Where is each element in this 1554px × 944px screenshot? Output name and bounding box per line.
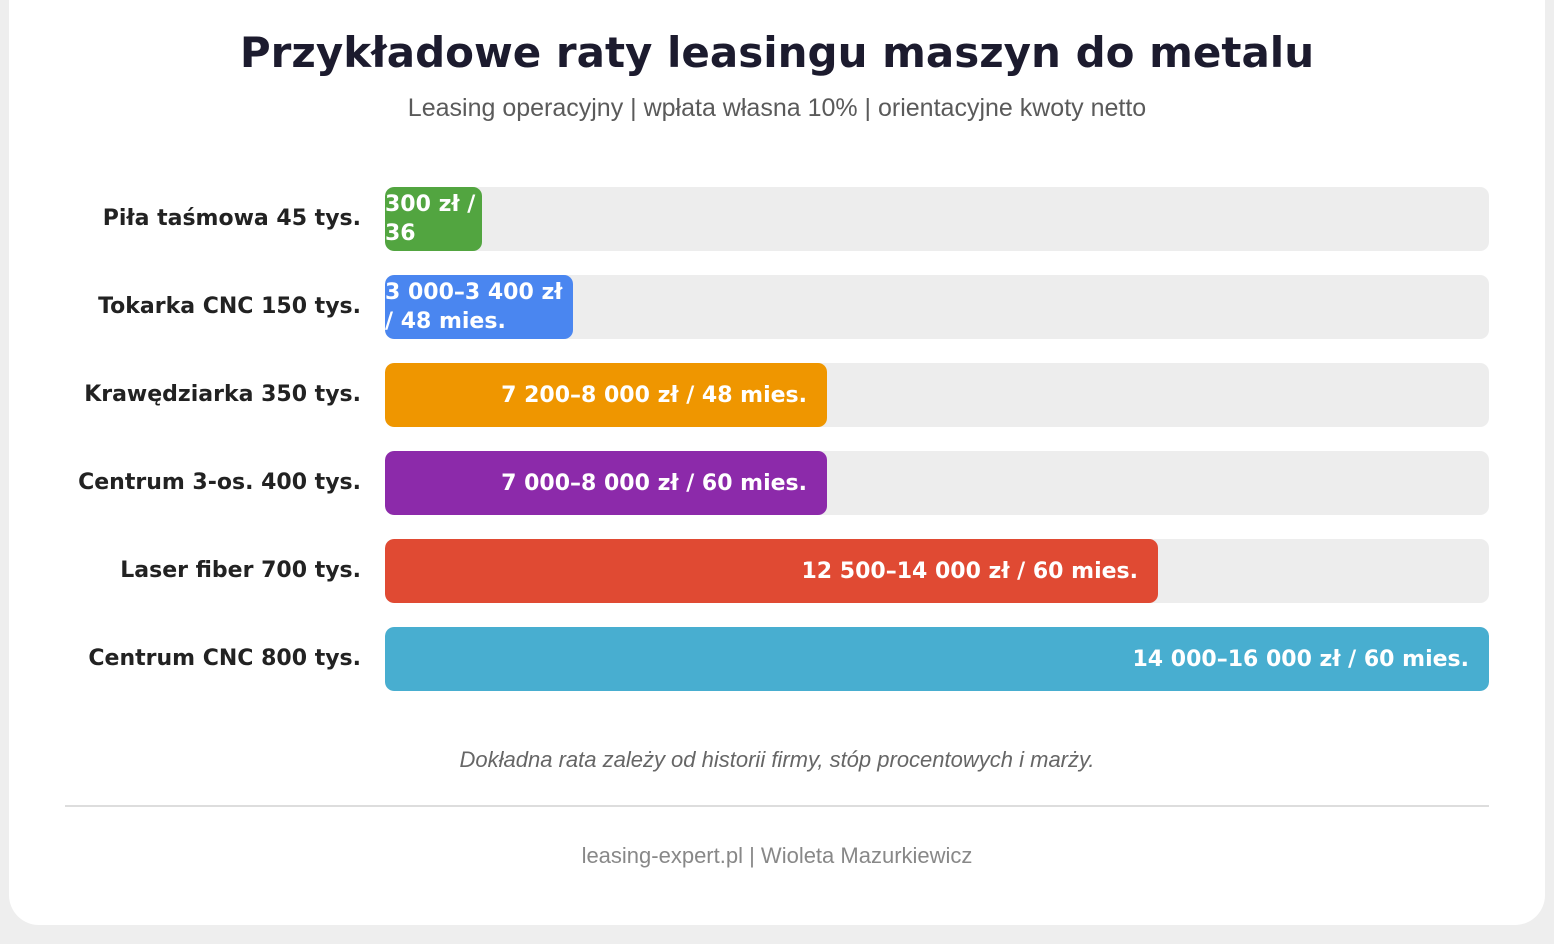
category-label: Piła taśmowa 45 tys.	[102, 206, 361, 231]
category-label: Tokarka CNC 150 tys.	[98, 294, 361, 319]
bar-track: 3 000–3 400 zł / 48 mies.	[385, 275, 1489, 339]
bar-track: 300 zł / 36	[385, 187, 1489, 251]
bar: 7 000–8 000 zł / 60 mies.	[385, 451, 827, 515]
bar-value-label: 3 000–3 400 zł / 48 mies.	[385, 280, 563, 334]
bar-row: Centrum CNC 800 tys. 14 000–16 000 zł / 6…	[0, 627, 1554, 691]
bar-row: Piła taśmowa 45 tys. 300 zł / 36	[0, 187, 1554, 251]
bar-row: Laser fiber 700 tys. 12 500–14 000 zł / 6…	[0, 539, 1554, 603]
bar-track: 14 000–16 000 zł / 60 mies.	[385, 627, 1489, 691]
bar: 12 500–14 000 zł / 60 mies.	[385, 539, 1158, 603]
divider	[65, 805, 1489, 807]
chart-title: Przykładowe raty leasingu maszyn do meta…	[239, 28, 1315, 77]
category-label: Centrum CNC 800 tys.	[88, 646, 361, 671]
bar-value-label: 12 500–14 000 zł / 60 mies.	[801, 558, 1139, 584]
bar: 14 000–16 000 zł / 60 mies.	[385, 627, 1489, 691]
bar-value-label: 14 000–16 000 zł / 60 mies.	[1132, 646, 1470, 672]
bar-row: Centrum 3-os. 400 tys. 7 000–8 000 zł / 6…	[0, 451, 1554, 515]
category-label: Laser fiber 700 tys.	[120, 558, 361, 583]
category-label: Krawędziarka 350 tys.	[84, 382, 361, 407]
chart-subtitle: Leasing operacyjny | wpłata własna 10% |…	[407, 94, 1147, 122]
bar-value-label: 7 200–8 000 zł / 48 mies.	[501, 382, 807, 408]
bar: 300 zł / 36	[385, 187, 482, 251]
chart-note: Dokładna rata zależy od historii firmy, …	[459, 747, 1095, 772]
bar-track: 7 200–8 000 zł / 48 mies.	[385, 363, 1489, 427]
bar-track: 12 500–14 000 zł / 60 mies.	[385, 539, 1489, 603]
bar: 3 000–3 400 zł / 48 mies.	[385, 275, 573, 339]
bar: 7 200–8 000 zł / 48 mies.	[385, 363, 827, 427]
footer-credit: leasing-expert.pl | Wioleta Mazurkiewicz	[581, 843, 973, 868]
category-label: Centrum 3-os. 400 tys.	[78, 470, 361, 495]
bar-value-label: 300 zł / 36	[385, 192, 476, 246]
bar-track: 7 000–8 000 zł / 60 mies.	[385, 451, 1489, 515]
bar-row: Krawędziarka 350 tys. 7 200–8 000 zł / 48…	[0, 363, 1554, 427]
bar-value-label: 7 000–8 000 zł / 60 mies.	[501, 470, 807, 496]
bar-row: Tokarka CNC 150 tys. 3 000–3 400 zł / 48 …	[0, 275, 1554, 339]
